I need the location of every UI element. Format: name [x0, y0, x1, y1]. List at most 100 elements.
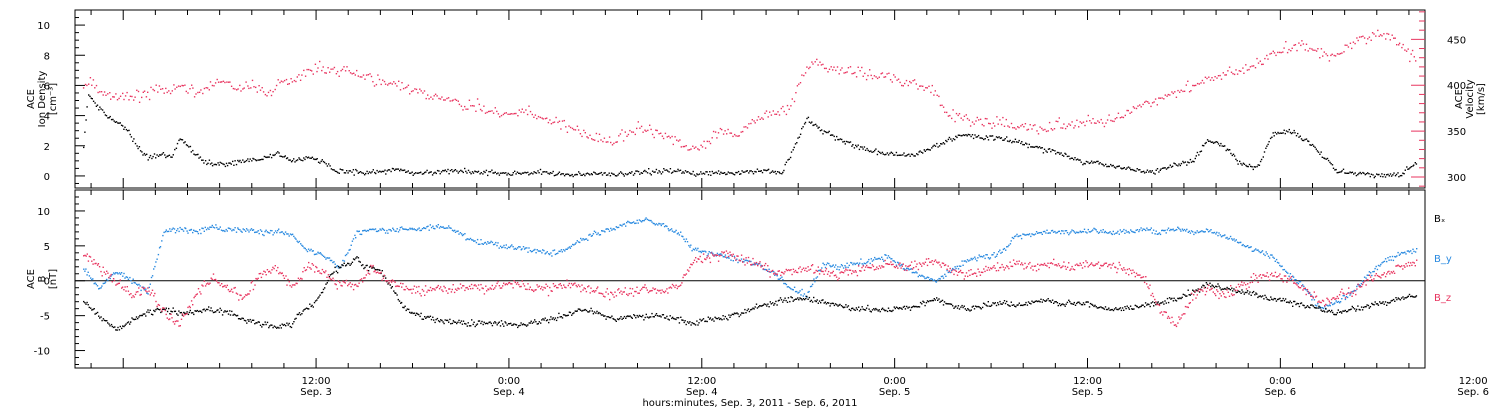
by-series-point [634, 222, 636, 225]
by-series-point [747, 260, 750, 262]
by-series-point [750, 260, 752, 263]
velocity-series-point [327, 67, 329, 69]
bz-series-point [142, 287, 145, 290]
by-series-point [629, 222, 631, 224]
by-series-point [1131, 230, 1133, 233]
by-series-point [247, 229, 249, 231]
density-series-point [283, 156, 285, 158]
by-series-point [759, 262, 761, 265]
bx-series-point [196, 309, 198, 312]
density-series-point [518, 172, 520, 174]
density-series-point [609, 175, 612, 177]
bx-series-point [615, 320, 617, 322]
bx-series-point [103, 319, 106, 322]
by-series-point [284, 231, 287, 233]
density-series-point [299, 158, 301, 160]
density-tick-label: 0 [44, 172, 50, 183]
density-series-point [824, 131, 827, 133]
bx-series-point [225, 311, 227, 313]
bz-series-point [219, 284, 221, 287]
by-series-point [495, 241, 497, 244]
by-series-point [471, 239, 473, 241]
density-series-point [1254, 166, 1257, 168]
density-series-point [326, 165, 329, 167]
bz-series-point [558, 283, 560, 286]
density-series-point [458, 170, 461, 173]
density-series-point [1160, 168, 1162, 170]
by-series-point [1051, 229, 1054, 232]
by-series-point [942, 275, 944, 277]
density-series-point [737, 170, 740, 173]
by-series-point [737, 261, 739, 264]
density-series-point [584, 174, 586, 177]
by-series-point [503, 244, 505, 247]
by-series-point [153, 268, 155, 270]
bz-series-point [162, 307, 164, 309]
bx-series-point [1237, 290, 1240, 292]
by-series-point [899, 265, 901, 267]
by-series-point [1108, 232, 1110, 234]
density-series-point [581, 174, 583, 176]
density-series-point [196, 154, 198, 156]
bz-series-point [808, 269, 810, 271]
density-series-point [136, 145, 138, 147]
bx-series-point [117, 326, 119, 329]
density-series-point [1132, 169, 1135, 171]
by-series-point [1120, 231, 1123, 233]
bz-series-point [856, 274, 859, 277]
bz-series-point [173, 323, 176, 325]
by-series-point [330, 259, 333, 262]
bz-series-point [307, 266, 309, 268]
velocity-series-point [1135, 107, 1138, 110]
by-series-point [937, 279, 939, 281]
by-series-point [88, 275, 91, 277]
density-series-point [392, 168, 395, 170]
bz-series-point [731, 255, 733, 257]
density-series-point [372, 169, 374, 171]
bx-series-point [1047, 298, 1049, 300]
bz-series-point [247, 293, 249, 295]
by-series-point [235, 231, 238, 233]
bz-series-point [214, 278, 217, 281]
density-series-point [266, 156, 268, 159]
by-series-point [666, 225, 668, 228]
velocity-series-point [770, 114, 773, 116]
velocity-series-point [1371, 32, 1374, 34]
bz-series-point [360, 278, 363, 280]
bz-series-point [207, 282, 209, 284]
bx-series-point [270, 324, 272, 326]
density-series-point [825, 131, 828, 134]
density-series-point [117, 122, 119, 124]
bz-series-point [866, 264, 868, 267]
by-series-point [926, 276, 929, 278]
by-series-point [635, 222, 637, 224]
bx-series-point [1086, 301, 1088, 303]
bx-series-point [1281, 300, 1283, 302]
bz-series-point [518, 283, 520, 286]
by-series-point [398, 229, 401, 231]
by-series-point [704, 250, 706, 252]
density-series-point [1212, 142, 1215, 144]
density-series-point [1120, 167, 1122, 169]
velocity-series-point [759, 118, 761, 120]
bx-series-point [722, 315, 724, 317]
bz-series-point [85, 255, 87, 257]
velocity-series-point [719, 127, 722, 130]
bx-series-point [807, 298, 809, 300]
velocity-series-point [353, 72, 355, 74]
density-series-point [1018, 139, 1020, 142]
velocity-series-point [1047, 130, 1049, 132]
velocity-series-point [359, 76, 361, 78]
density-series-point [1345, 172, 1347, 174]
density-series-point [1189, 158, 1192, 161]
by-series-point [1204, 231, 1206, 233]
velocity-series-point [275, 84, 278, 87]
bx-series-point [1380, 302, 1382, 305]
by-series-point [798, 291, 800, 294]
velocity-series-point [335, 73, 338, 75]
by-series-point [197, 232, 200, 235]
by-series-point [1140, 227, 1142, 229]
velocity-series-point [668, 135, 670, 137]
density-series-point [501, 172, 503, 174]
bx-series-point [862, 308, 864, 310]
